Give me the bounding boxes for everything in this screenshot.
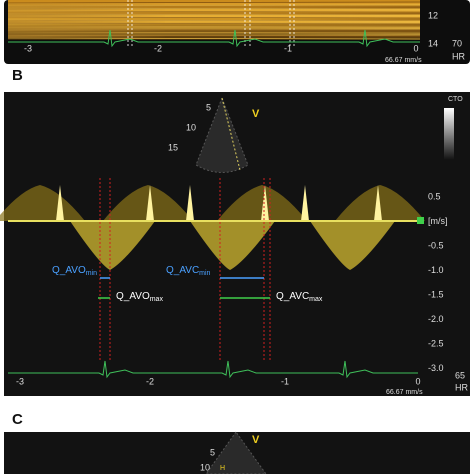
texture-line	[7, 22, 421, 25]
flow-envelope	[217, 185, 307, 221]
annotation: Q_AVCmin	[166, 265, 211, 277]
x-label: -2	[146, 376, 154, 386]
texture-line	[7, 25, 421, 28]
annotation-text: Q_AVO	[52, 265, 86, 276]
probe-marker: V	[252, 108, 260, 120]
color-bar	[444, 108, 454, 160]
depth-label: 5	[210, 447, 215, 457]
x-label: -2	[154, 43, 162, 53]
y-label: -1.5	[428, 289, 444, 299]
x-label: -3	[24, 43, 32, 53]
y-label: -0.5	[428, 240, 444, 250]
probe-marker: V	[252, 434, 260, 446]
y-label: 0.5	[428, 191, 441, 201]
x-label: -1	[281, 376, 289, 386]
ecg-trace	[8, 29, 420, 48]
panel-label: B	[12, 67, 23, 84]
x-label: -3	[16, 376, 24, 386]
ecg-trace	[8, 360, 418, 379]
x-label: 0	[415, 376, 420, 386]
scale-label: CTO	[448, 96, 463, 103]
texture-line	[7, 16, 421, 19]
flow-envelope	[70, 221, 155, 270]
texture-line	[7, 31, 421, 34]
texture-line	[7, 28, 421, 31]
x-label: 0	[413, 43, 418, 53]
y-label: -1.0	[428, 265, 444, 275]
m-mode-texture	[7, 0, 421, 48]
depth-label: 15	[168, 142, 178, 152]
annotation: Q_AVOmin	[52, 265, 97, 277]
y-label: [m/s]	[428, 216, 448, 226]
baseline-marker	[417, 217, 424, 224]
texture-line	[7, 4, 421, 7]
y-label: -3.0	[428, 363, 444, 373]
flow-spike	[261, 185, 269, 221]
side-label: H	[220, 465, 225, 472]
y-label: 14	[428, 38, 438, 48]
annotation-text: Q_AVO	[116, 291, 150, 302]
annotation-text: Q_AVC	[276, 291, 309, 302]
annotation-sub: max	[150, 296, 164, 303]
y-label: -2.0	[428, 314, 444, 324]
doppler-spectrum	[0, 185, 425, 270]
cursor-line	[221, 97, 241, 171]
flow-spike	[374, 185, 382, 221]
flow-envelope	[310, 221, 395, 270]
hr-value: 70	[452, 38, 462, 48]
event-markers	[99, 178, 271, 362]
texture-line	[7, 13, 421, 16]
sweep-speed: 66.67 mm/s	[386, 389, 423, 396]
sweep-speed: 66.67 mm/s	[385, 57, 422, 64]
annotation-sub: max	[309, 296, 323, 303]
depth-label: 10	[200, 462, 210, 472]
flow-spike	[56, 185, 64, 221]
texture-line	[7, 10, 421, 13]
texture-line	[7, 34, 421, 37]
flow-spike	[186, 185, 194, 221]
texture-line	[7, 19, 421, 22]
annotation: Q_AVCmax	[276, 291, 323, 303]
y-label: 12	[428, 10, 438, 20]
probe-sector	[205, 431, 267, 474]
flow-envelope	[190, 221, 275, 270]
probe-sector	[195, 96, 249, 173]
hr-value: 65	[455, 370, 465, 380]
flow-spike	[301, 185, 309, 221]
depth-label: 10	[186, 122, 196, 132]
annotation: Q_AVOmax	[116, 291, 163, 303]
texture-line	[7, 7, 421, 10]
depth-label: 5	[206, 102, 211, 112]
flow-spike	[146, 185, 154, 221]
flow-envelope	[0, 185, 85, 221]
texture-line	[7, 1, 421, 4]
x-label: -1	[284, 43, 292, 53]
annotation-sub: min	[86, 270, 97, 277]
y-label: -2.5	[428, 338, 444, 348]
annotation-text: Q_AVC	[166, 265, 199, 276]
texture-line	[7, 37, 421, 40]
annotation-sub: min	[199, 270, 210, 277]
hr-unit: HR	[452, 51, 465, 61]
panel-label: C	[12, 411, 23, 428]
hr-unit: HR	[455, 382, 468, 392]
